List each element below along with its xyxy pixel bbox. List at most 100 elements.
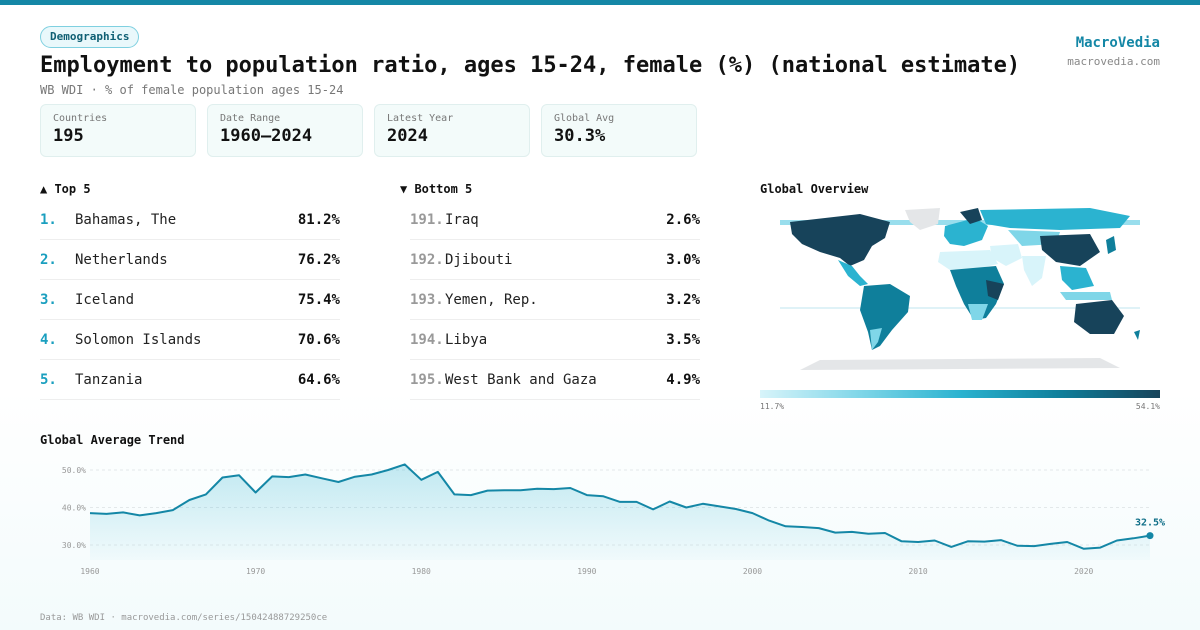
top-accent-bar [0,0,1200,5]
stat-value: 195 [53,126,84,146]
region-south-america-south [870,328,882,350]
list-item[interactable]: 193. Yemen, Rep. 3.2% [410,280,700,320]
region-south-america [860,284,910,350]
country-value: 64.6% [297,371,340,388]
stat-label: Countries [53,113,108,124]
rank-number: 1. [40,211,57,228]
region-europe [944,218,988,246]
list-item[interactable]: 192. Djibouti 3.0% [410,240,700,280]
region-africa [950,266,1004,320]
rank-number: 3. [40,291,57,308]
rank-number: 195. [410,371,444,388]
x-tick-label: 1960 [80,567,99,576]
stat-label: Date Range [220,113,281,124]
country-name: West Bank and Gaza [445,371,597,388]
page-subtitle: WB WDI · % of female population ages 15-… [40,83,344,97]
brand-url[interactable]: macrovedia.com [1067,55,1160,68]
footer-source: Data: WB WDI · macrovedia.com/series/150… [40,613,328,623]
stat-label: Global Avg [554,113,615,124]
region-middle-east [990,244,1022,266]
region-india [1022,256,1046,286]
country-value: 2.6% [666,211,700,228]
region-north-africa [938,250,998,270]
region-antarctica [800,358,1120,370]
x-tick-label: 2000 [743,567,762,576]
country-value: 3.2% [666,291,700,308]
list-item[interactable]: 1. Bahamas, The 81.2% [40,200,340,240]
country-name: Netherlands [75,251,168,268]
x-tick-label: 2010 [908,567,927,576]
country-name: Iraq [445,211,479,228]
region-new-zealand [1134,330,1140,340]
region-china [1040,234,1100,266]
list-item[interactable]: 191. Iraq 2.6% [410,200,700,240]
region-indonesia [1060,292,1112,300]
stat-value: 2024 [387,126,428,146]
rank-number: 2. [40,251,57,268]
country-value: 75.4% [297,291,340,308]
series-line [89,463,1151,550]
region-southern-africa [968,304,988,320]
page-title: Employment to population ratio, ages 15-… [40,53,1021,78]
rank-number: 4. [40,331,57,348]
y-tick-label: 30.0% [62,541,86,550]
stat-card-date-range: Date Range 1960–2024 [207,104,363,157]
list-item[interactable]: 194. Libya 3.5% [410,320,700,360]
list-item[interactable]: 4. Solomon Islands 70.6% [40,320,340,360]
country-name: Bahamas, The [75,211,177,228]
region-greenland [905,208,940,230]
country-name: Libya [445,331,488,348]
country-value: 81.2% [297,211,340,228]
rank-number: 193. [410,291,444,308]
region-scandinavia [960,208,982,224]
last-point [1146,532,1154,540]
region-japan [1106,236,1116,254]
brand-name[interactable]: MacroVedia [1075,35,1160,51]
rank-number: 5. [40,371,57,388]
scale-max-label: 54.1% [1135,402,1160,411]
x-tick-label: 1990 [577,567,596,576]
country-name: Djibouti [445,251,513,268]
country-value: 70.6% [297,331,340,348]
stat-card-global-avg: Global Avg 30.3% [541,104,697,157]
last-value-label: 32.5% [1135,518,1165,529]
top5-heading: ▲ Top 5 [40,182,91,196]
region-north-america [790,214,890,266]
x-tick-label: 1970 [246,567,265,576]
trend-heading: Global Average Trend [40,433,185,447]
world-map-svg [780,208,1140,370]
stat-card-latest-year: Latest Year 2024 [374,104,530,157]
bottom5-list: 191. Iraq 2.6% 192. Djibouti 3.0% 193. Y… [410,200,700,400]
x-tick-label: 1980 [412,567,431,576]
color-scale-bar [760,390,1160,398]
region-southeast-asia [1060,266,1094,290]
stat-label: Latest Year [387,113,454,124]
region-central-america [838,260,868,286]
scale-min-label: 11.7% [760,402,785,411]
stat-value: 30.3% [554,126,606,146]
category-badge[interactable]: Demographics [40,26,140,48]
country-name: Tanzania [75,371,143,388]
top5-list: 1. Bahamas, The 81.2% 2. Netherlands 76.… [40,200,340,400]
country-name: Solomon Islands [75,331,202,348]
stat-value: 1960–2024 [220,126,313,146]
y-tick-label: 50.0% [62,466,86,475]
list-item[interactable]: 195. West Bank and Gaza 4.9% [410,360,700,400]
world-choropleth-map[interactable] [760,200,1160,380]
country-name: Yemen, Rep. [445,291,538,308]
list-item[interactable]: 5. Tanzania 64.6% [40,360,340,400]
stat-card-countries: Countries 195 [40,104,196,157]
map-heading: Global Overview [760,182,869,196]
region-australia [1074,300,1124,334]
region-russia [980,208,1130,230]
bottom5-heading: ▼ Bottom 5 [400,182,473,196]
x-tick-label: 2020 [1074,567,1093,576]
global-trend-chart[interactable]: 30.0% 40.0% 50.0% 1960 1970 1980 1990 2000 2010 2… [40,455,1170,580]
rank-number: 194. [410,331,444,348]
country-value: 4.9% [666,371,700,388]
y-tick-label: 40.0% [62,504,86,513]
region-east-africa [986,280,1004,300]
country-value: 76.2% [297,251,340,268]
list-item[interactable]: 3. Iceland 75.4% [40,280,340,320]
list-item[interactable]: 2. Netherlands 76.2% [40,240,340,280]
